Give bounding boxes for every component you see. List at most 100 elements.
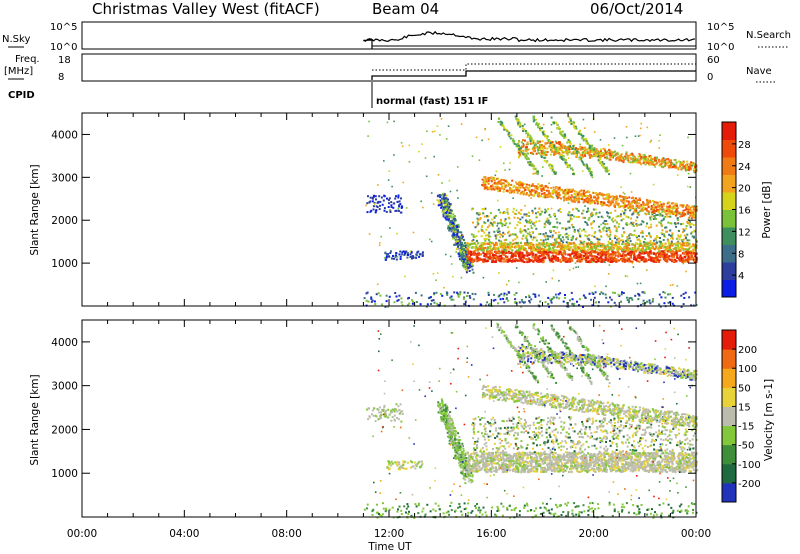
echo-cell <box>501 185 504 188</box>
echo-cell <box>672 247 675 251</box>
echo-cell <box>564 159 567 162</box>
echo-cell <box>534 146 537 149</box>
echo-cell <box>576 248 579 251</box>
echo-cell <box>484 239 487 242</box>
echo-cell <box>374 211 377 214</box>
echo-cell <box>551 298 554 301</box>
echo-cell <box>470 208 473 211</box>
echo-cell <box>444 204 447 207</box>
echo-cell <box>542 123 545 126</box>
echo-cell <box>437 194 440 197</box>
echo-cell <box>655 201 658 204</box>
echo-cell <box>605 156 608 159</box>
echo-cell <box>693 210 696 213</box>
echo-cell <box>679 242 682 245</box>
echo-cell <box>523 248 526 251</box>
nave-label: Nave <box>746 66 772 77</box>
echo-cell <box>551 191 554 194</box>
echo-cell <box>443 201 446 204</box>
echo-cell <box>459 231 462 234</box>
echo-cell <box>674 223 677 226</box>
echo-cell <box>525 296 527 299</box>
echo-cell <box>527 189 530 191</box>
echo-cell <box>632 257 636 260</box>
echo-cell <box>549 229 552 232</box>
echo-cell <box>679 254 682 257</box>
echo-cell <box>568 246 571 249</box>
echo-cell <box>493 230 496 233</box>
echo-cell <box>640 203 643 206</box>
echo-cell <box>646 269 648 271</box>
echo-cell <box>584 296 587 299</box>
echo-cell <box>590 247 593 251</box>
echo-cell <box>535 187 538 190</box>
echo-cell <box>652 252 656 255</box>
echo-cell <box>554 189 557 192</box>
echo-cell <box>545 242 548 245</box>
echo-cell <box>673 212 676 215</box>
echo-cell <box>638 256 642 259</box>
echo-cell <box>693 252 696 256</box>
echo-cell <box>611 250 614 253</box>
echo-cell <box>621 291 623 294</box>
echo-cell <box>683 259 686 262</box>
echo-cell <box>486 251 489 254</box>
echo-cell <box>636 247 639 250</box>
echo-cell <box>412 300 415 303</box>
echo-cell <box>691 161 694 164</box>
echo-cell <box>448 223 451 226</box>
echo-cell <box>604 259 607 262</box>
echo-cell <box>685 164 688 167</box>
echo-cell <box>532 273 535 275</box>
echo-cell <box>654 216 656 219</box>
echo-cell <box>494 254 497 257</box>
echo-cell <box>558 245 561 248</box>
echo-cell <box>586 201 589 204</box>
echo-cell <box>511 179 514 182</box>
echo-cell <box>694 291 697 294</box>
echo-cell <box>562 248 566 251</box>
echo-cell <box>602 260 605 263</box>
echo-cell <box>639 157 642 160</box>
echo-cell <box>521 230 524 233</box>
echo-cell <box>551 165 553 167</box>
echo-cell <box>633 234 635 237</box>
echo-cell <box>628 223 631 226</box>
echo-cell <box>597 257 600 260</box>
echo-cell <box>670 255 673 258</box>
echo-cell <box>554 172 557 175</box>
echo-cell <box>390 201 393 204</box>
echo-cell <box>529 222 532 225</box>
echo-cell <box>673 222 676 225</box>
echo-cell <box>685 258 688 261</box>
echo-cell <box>644 157 647 160</box>
echo-cell <box>659 237 661 239</box>
echo-cell <box>476 258 479 261</box>
echo-cell <box>653 160 656 163</box>
echo-cell <box>570 194 573 197</box>
echo-cell <box>393 301 396 304</box>
echo-cell <box>479 253 483 256</box>
echo-cell <box>518 148 521 150</box>
echo-cell <box>654 159 656 162</box>
echo-cell <box>490 249 493 252</box>
echo-cell <box>448 179 451 182</box>
echo-cell <box>381 203 384 206</box>
echo-cell <box>622 240 625 243</box>
echo-cell <box>585 256 588 259</box>
echo-cell <box>660 224 663 227</box>
echo-cell <box>651 199 654 202</box>
echo-cell <box>490 222 492 225</box>
echo-cell <box>694 246 697 249</box>
echo-cell <box>483 258 486 261</box>
echo-cell <box>498 230 501 233</box>
echo-cell <box>559 189 562 192</box>
echo-cell <box>597 252 600 255</box>
echo-cell <box>630 197 633 200</box>
echo-cell <box>537 233 540 236</box>
echo-cell <box>503 188 506 191</box>
echo-cell <box>539 185 542 187</box>
echo-cell <box>608 194 611 197</box>
echo-cell <box>583 245 586 248</box>
echo-cell <box>608 158 611 161</box>
